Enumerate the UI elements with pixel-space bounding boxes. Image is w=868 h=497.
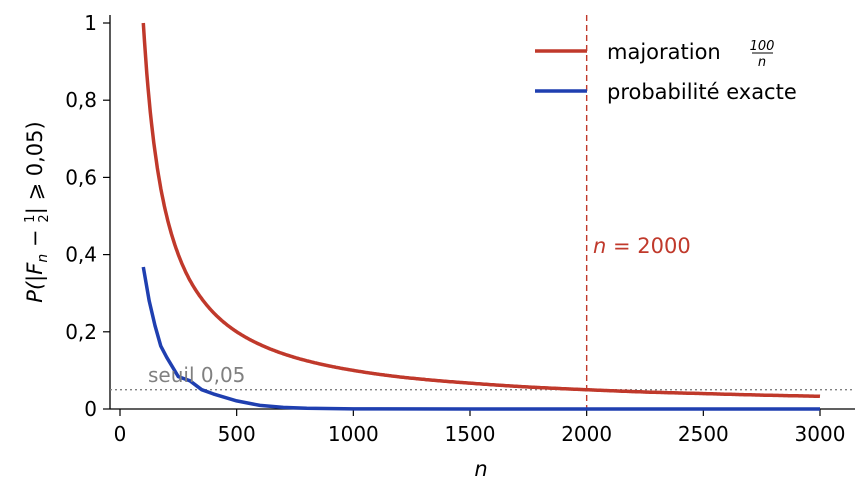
- x-axis-title: n: [474, 457, 487, 481]
- x-tick-label: 0: [114, 422, 127, 446]
- series-line-exacte: [141, 266, 820, 411]
- svg-text:P(|Fn − 12| ⩾ 0,05): P(|Fn − 12| ⩾ 0,05): [23, 121, 52, 302]
- y-tick-label: 0,2: [65, 320, 97, 344]
- legend-frac-den: n: [758, 55, 766, 70]
- legend: majoration 100 n probabilité exacte: [535, 39, 797, 104]
- legend-label-majoration: majoration: [607, 40, 721, 64]
- legend-frac-num: 100: [750, 39, 775, 54]
- x-tick-label: 1000: [328, 422, 379, 446]
- y-tick-label: 0,6: [65, 165, 97, 189]
- series-line-majoration: [141, 22, 821, 399]
- legend-label-exacte: probabilité exacte: [607, 80, 797, 104]
- y-tick-label: 0,8: [65, 88, 97, 112]
- x-tick-label: 2000: [561, 422, 612, 446]
- x-tick-label: 3000: [795, 422, 846, 446]
- vline-label: n = 2000: [593, 234, 691, 258]
- y-tick-label: 1: [84, 11, 97, 35]
- threshold-label: seuil 0,05: [148, 363, 245, 387]
- y-axis-title: P(|Fn − 12| ⩾ 0,05): [23, 121, 52, 302]
- x-tick-label: 2500: [678, 422, 729, 446]
- y-tick-label: 0,4: [65, 243, 97, 267]
- x-tick-label: 1500: [445, 422, 496, 446]
- x-tick-label: 500: [218, 422, 256, 446]
- y-tick-label: 0: [84, 397, 97, 421]
